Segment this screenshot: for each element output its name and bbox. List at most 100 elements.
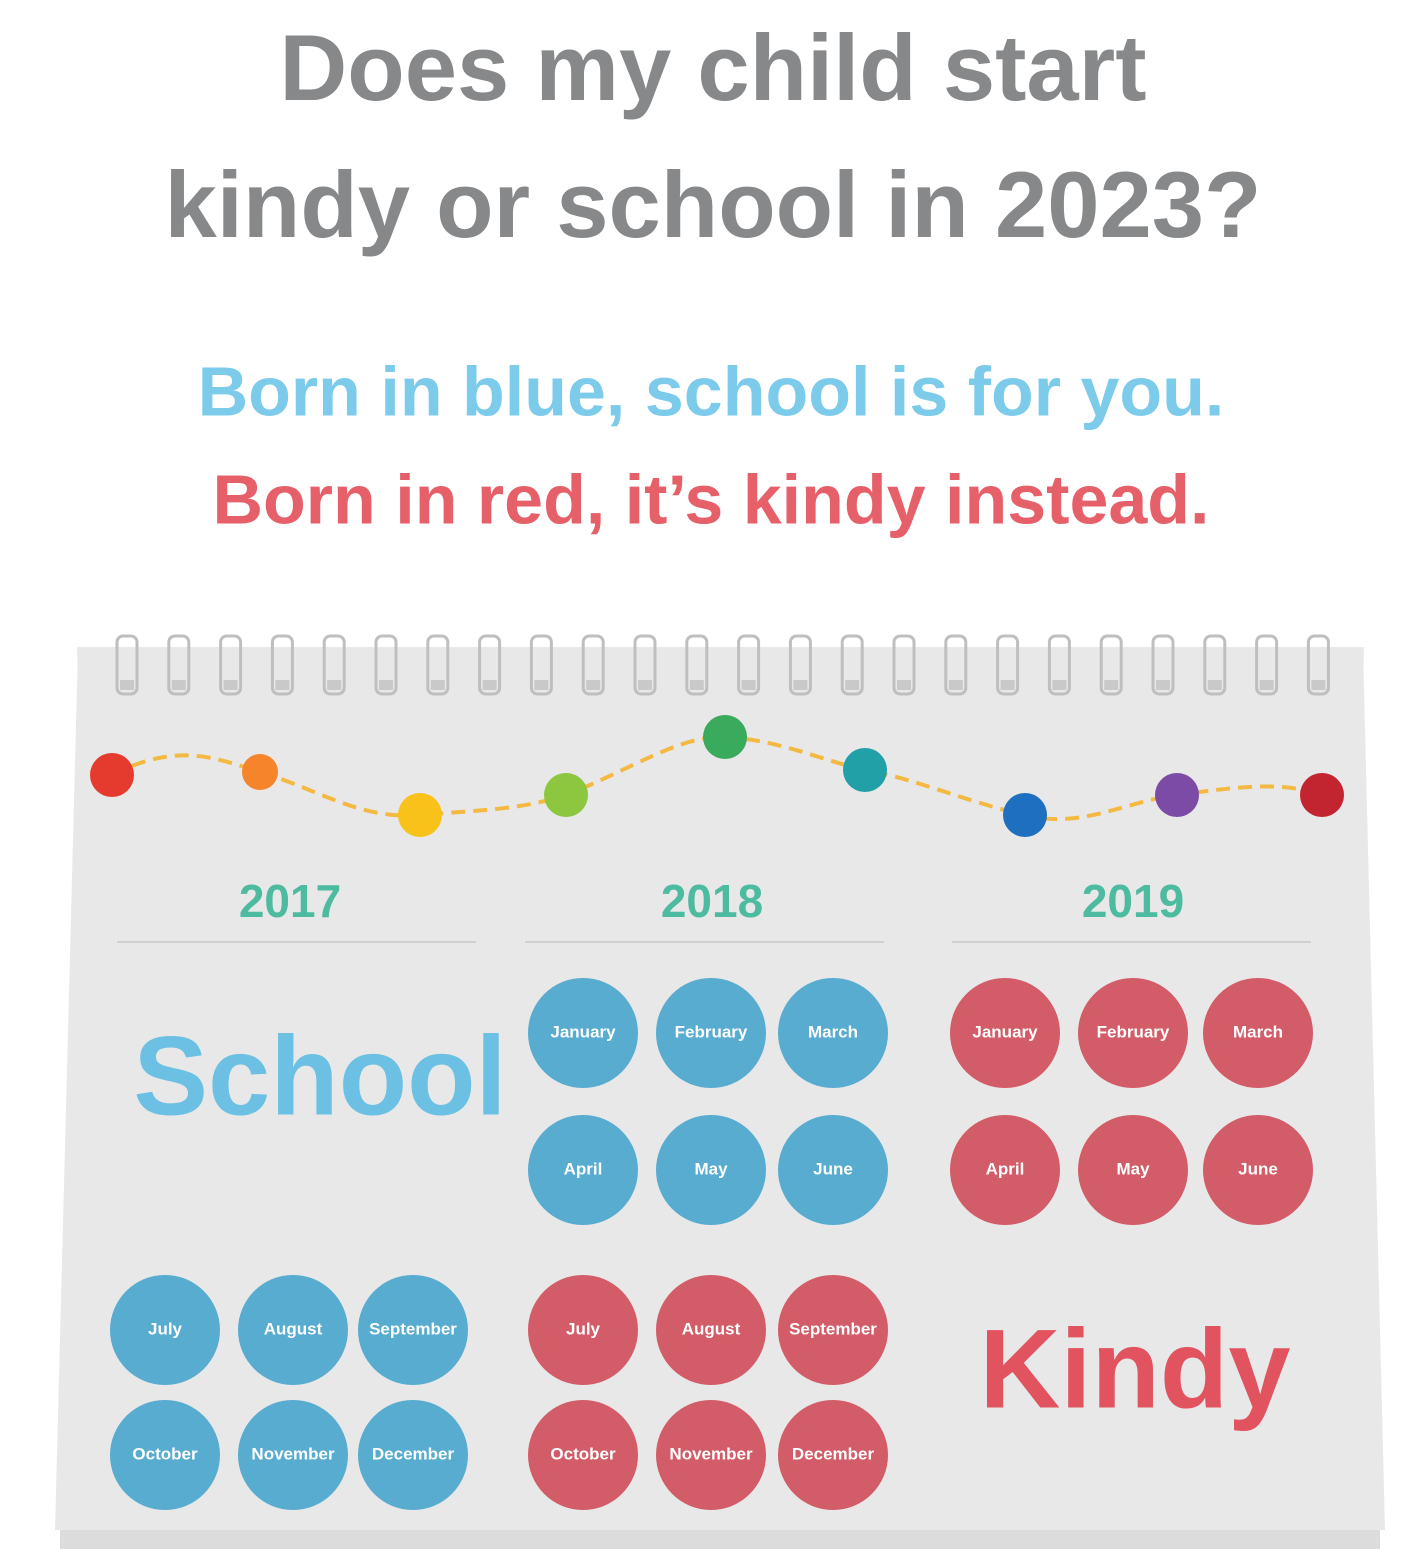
month-label: August — [682, 1319, 741, 1338]
month-sticker — [110, 1275, 220, 1385]
month-sticker — [238, 1275, 348, 1385]
month-label: December — [792, 1444, 875, 1463]
ring-hole — [793, 680, 808, 690]
ring-hole — [171, 680, 186, 690]
month-sticker — [656, 1400, 766, 1510]
ring — [167, 634, 191, 696]
month-sticker — [528, 1400, 638, 1510]
month-sticker — [778, 978, 888, 1088]
month-label: June — [1238, 1159, 1278, 1178]
month-sticker — [1203, 978, 1313, 1088]
ring — [1255, 634, 1279, 696]
month-label: May — [694, 1159, 728, 1178]
ring-hole — [1000, 680, 1015, 690]
ring-hole — [741, 680, 756, 690]
ring — [996, 634, 1020, 696]
title-line: Does my child start — [279, 15, 1146, 120]
month-label: September — [369, 1319, 457, 1338]
ring-hole — [1311, 680, 1326, 690]
ring-hole — [327, 680, 342, 690]
ring-hole — [1156, 680, 1170, 690]
ring — [633, 634, 657, 696]
month-label: December — [372, 1444, 455, 1463]
month-label: July — [566, 1319, 601, 1338]
month-label: April — [564, 1159, 603, 1178]
month-label: October — [550, 1444, 616, 1463]
ring — [788, 634, 812, 696]
ring — [1099, 634, 1123, 696]
ring-hole — [275, 680, 290, 690]
ring — [270, 634, 294, 696]
month-label: April — [986, 1159, 1025, 1178]
month-label: March — [808, 1022, 858, 1041]
month-label: November — [251, 1444, 335, 1463]
month-sticker — [1203, 1115, 1313, 1225]
month-sticker — [1078, 978, 1188, 1088]
month-sticker — [656, 1115, 766, 1225]
ring-hole — [638, 680, 652, 690]
calendar: 2017 July August September October November De… — [110, 875, 1313, 1510]
month-label: February — [1097, 1022, 1170, 1041]
ring — [892, 634, 916, 696]
ring-hole — [948, 680, 963, 690]
year-label: 2019 — [1082, 875, 1184, 927]
ring — [685, 634, 709, 696]
month-sticker — [110, 1400, 220, 1510]
ring-hole — [120, 680, 134, 690]
kindy-label: Kindy — [979, 1307, 1290, 1432]
school-label: School — [133, 1014, 506, 1139]
month-sticker — [778, 1275, 888, 1385]
year-label: 2018 — [661, 875, 763, 927]
ring — [426, 634, 450, 696]
year-label: 2017 — [239, 875, 341, 927]
ring — [1203, 634, 1227, 696]
ring-hole — [430, 680, 445, 690]
month-label: January — [972, 1022, 1038, 1041]
month-label: October — [132, 1444, 198, 1463]
ring — [1047, 634, 1071, 696]
month-label: June — [813, 1159, 853, 1178]
month-sticker — [358, 1275, 468, 1385]
ring — [374, 634, 398, 696]
decorative-wave — [90, 715, 1344, 837]
ring-hole — [223, 680, 238, 690]
ring-hole — [1259, 680, 1274, 690]
spiral-binding — [115, 634, 1330, 696]
month-sticker — [528, 1115, 638, 1225]
ring-hole — [379, 680, 393, 690]
ring — [478, 634, 502, 696]
ring-hole — [534, 680, 549, 690]
month-label: July — [148, 1319, 183, 1338]
ring — [944, 634, 968, 696]
ring — [219, 634, 243, 696]
rhyme-blue: Born in blue, school is for you. — [198, 352, 1225, 430]
month-sticker — [1078, 1115, 1188, 1225]
month-label: September — [789, 1319, 877, 1338]
ring — [737, 634, 761, 696]
month-sticker — [778, 1400, 888, 1510]
ring — [581, 634, 605, 696]
month-sticker — [656, 1275, 766, 1385]
ring — [322, 634, 346, 696]
month-label: August — [264, 1319, 323, 1338]
month-label: January — [550, 1022, 616, 1041]
month-label: November — [669, 1444, 753, 1463]
month-sticker — [950, 1115, 1060, 1225]
ring — [115, 634, 139, 696]
ring-hole — [845, 680, 860, 690]
month-label: March — [1233, 1022, 1283, 1041]
ring-hole — [1104, 680, 1119, 690]
title-line: kindy or school in 2023? — [165, 152, 1262, 257]
month-sticker — [656, 978, 766, 1088]
ring-hole — [482, 680, 497, 690]
ring-hole — [1052, 680, 1067, 690]
month-sticker — [778, 1115, 888, 1225]
month-label: May — [1116, 1159, 1150, 1178]
month-label: February — [675, 1022, 748, 1041]
rhyme-red: Born in red, it’s kindy instead. — [212, 460, 1209, 538]
month-sticker — [358, 1400, 468, 1510]
ring — [1151, 634, 1175, 696]
month-sticker — [238, 1400, 348, 1510]
ring — [1306, 634, 1330, 696]
month-sticker — [528, 1275, 638, 1385]
